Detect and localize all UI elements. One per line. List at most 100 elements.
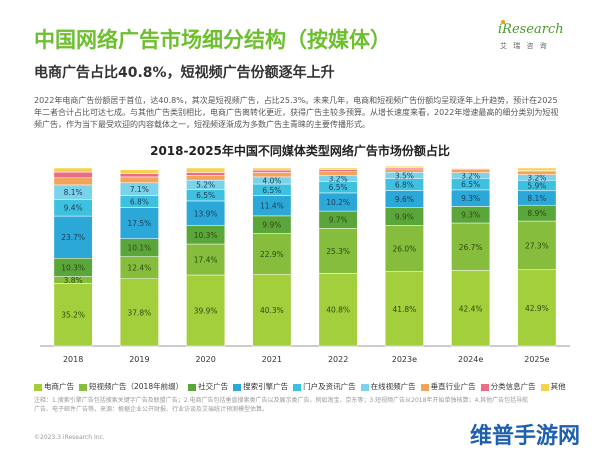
data-label: 9.9% — [262, 221, 281, 230]
legend-label: 在线视频广告 — [370, 382, 416, 391]
data-label: 35.2% — [61, 311, 85, 320]
data-label: 3.5% — [395, 171, 414, 180]
bar-segment — [186, 172, 226, 176]
legend-swatch — [420, 383, 429, 391]
x-tick-label: 2024e — [458, 355, 483, 364]
legend-label: 其他 — [550, 382, 566, 391]
data-label: 6.5% — [329, 183, 348, 192]
data-label: 17.5% — [127, 219, 151, 228]
legend-item: 门户及资讯广告 — [293, 381, 356, 392]
data-label: 3.2% — [461, 171, 480, 180]
data-label: 9.6% — [395, 195, 414, 204]
bar-segment — [318, 273, 358, 347]
data-label: 23.7% — [61, 233, 85, 242]
chart-legend: 电商广告 短视频广告（2018年前缀） 社交广告 搜索引擎广告 门户及资讯广告 在线视频广… — [34, 381, 574, 392]
data-label: 25.3% — [326, 247, 350, 256]
bar-segment — [53, 171, 93, 179]
bar-segment — [451, 167, 491, 169]
watermark-text: 维普手游网 — [470, 424, 581, 449]
data-label: 11.4% — [260, 202, 284, 211]
legend-label: 短视频广告（2018年前缀） — [89, 382, 184, 391]
stacked-bar-chart: 35.2% 3.8% 10.3% 23.7% 9.4% 8.1% 2018 37.8% 12.4… — [40, 165, 570, 364]
bar-segment — [119, 207, 159, 239]
copyright-text: ©2023.3 iResearch Inc. — [34, 434, 105, 441]
data-label: 9.3% — [461, 211, 480, 220]
legend-label: 搜索引擎广告 — [243, 382, 289, 391]
bar-segment — [318, 167, 358, 171]
legend-swatch — [233, 383, 242, 391]
bar-segment — [318, 169, 358, 172]
data-label: 8.9% — [527, 209, 546, 218]
logo-dot — [501, 20, 505, 24]
data-label: 42.4% — [459, 304, 483, 313]
data-label: 3.8% — [64, 276, 83, 285]
data-label: 13.9% — [194, 209, 218, 218]
legend-item: 在线视频广告 — [360, 381, 416, 392]
data-label: 40.3% — [260, 306, 284, 315]
logo-subtext: 艾 瑞 咨 询 — [500, 42, 549, 50]
data-label: 6.5% — [262, 186, 281, 195]
legend-label: 垂直行业广告 — [430, 382, 476, 391]
data-label: 7.1% — [130, 185, 149, 194]
x-tick-label: 2021 — [262, 355, 282, 364]
bar-segment — [252, 172, 292, 178]
x-tick-label: 2022 — [328, 355, 348, 364]
data-label: 10.2% — [326, 198, 350, 207]
legend-item: 短视频广告（2018年前缀） — [79, 381, 183, 392]
legend-swatch — [34, 383, 42, 391]
data-label: 9.7% — [329, 216, 348, 225]
legend-swatch — [480, 383, 489, 391]
legend-label: 门户及资讯广告 — [303, 382, 356, 391]
data-label: 37.8% — [127, 308, 151, 317]
data-label: 6.8% — [395, 181, 414, 190]
bar-segment — [451, 222, 491, 271]
x-tick-label: 2019 — [129, 355, 149, 364]
data-label: 12.4% — [127, 264, 151, 273]
data-label: 6.8% — [130, 197, 149, 206]
x-tick-label: 2023e — [392, 355, 417, 364]
data-label: 3.2% — [329, 175, 348, 184]
bar-segment — [517, 167, 557, 171]
bar-segment — [451, 270, 491, 347]
bar-segment — [186, 243, 226, 276]
page-subtitle: 电商广告占比40.8%，短视频广告份额逐年上升 — [34, 65, 335, 81]
chart-title: 2018-2025年中国不同媒体类型网络广告市场份额占比 — [150, 144, 450, 158]
legend-label: 分类信息广告 — [490, 382, 536, 391]
bar-segment — [384, 271, 424, 347]
legend-label: 电商广告 — [44, 382, 74, 391]
bar-segment — [119, 169, 159, 174]
data-label: 8.1% — [527, 194, 546, 203]
bar-segment — [384, 168, 424, 173]
legend-swatch — [293, 383, 302, 391]
data-label: 42.9% — [525, 304, 549, 313]
x-tick-label: 2020 — [195, 355, 215, 364]
data-label: 6.5% — [461, 180, 480, 189]
bar-segment — [252, 274, 292, 347]
data-label: 41.8% — [392, 305, 416, 314]
bar-segment — [384, 165, 424, 168]
data-label: 22.9% — [260, 250, 284, 259]
data-label: 10.3% — [61, 263, 85, 272]
x-tick-label: 2025e — [524, 355, 549, 364]
legend-label: 社交广告 — [198, 382, 229, 391]
bar-segment — [252, 167, 292, 171]
bar-segment — [384, 225, 424, 272]
legend-item: 社交广告 — [188, 381, 228, 392]
data-label: 8.1% — [64, 188, 83, 197]
legend-item: 分类信息广告 — [480, 381, 536, 392]
x-tick-label: 2018 — [63, 355, 83, 364]
legend-item: 其他 — [540, 381, 566, 392]
page-title: 中国网络广告市场细分结构（按媒体） — [34, 28, 391, 52]
summary-paragraph: 2022年电商广告份额居于首位，达40.8%，其次是短视频广告，占比25.3%。… — [34, 96, 559, 129]
bar-segment — [186, 274, 226, 347]
logo-wordmark: iResearch — [498, 22, 564, 37]
bar-segment — [119, 173, 159, 178]
bar-segment — [517, 269, 557, 347]
bar-segment — [186, 200, 226, 226]
bar-segment — [318, 171, 358, 176]
data-label: 3.2% — [527, 173, 546, 182]
data-label: 39.9% — [194, 306, 218, 315]
data-label: 9.4% — [64, 204, 83, 213]
data-label: 6.5% — [196, 191, 215, 200]
data-label: 40.8% — [326, 306, 350, 315]
